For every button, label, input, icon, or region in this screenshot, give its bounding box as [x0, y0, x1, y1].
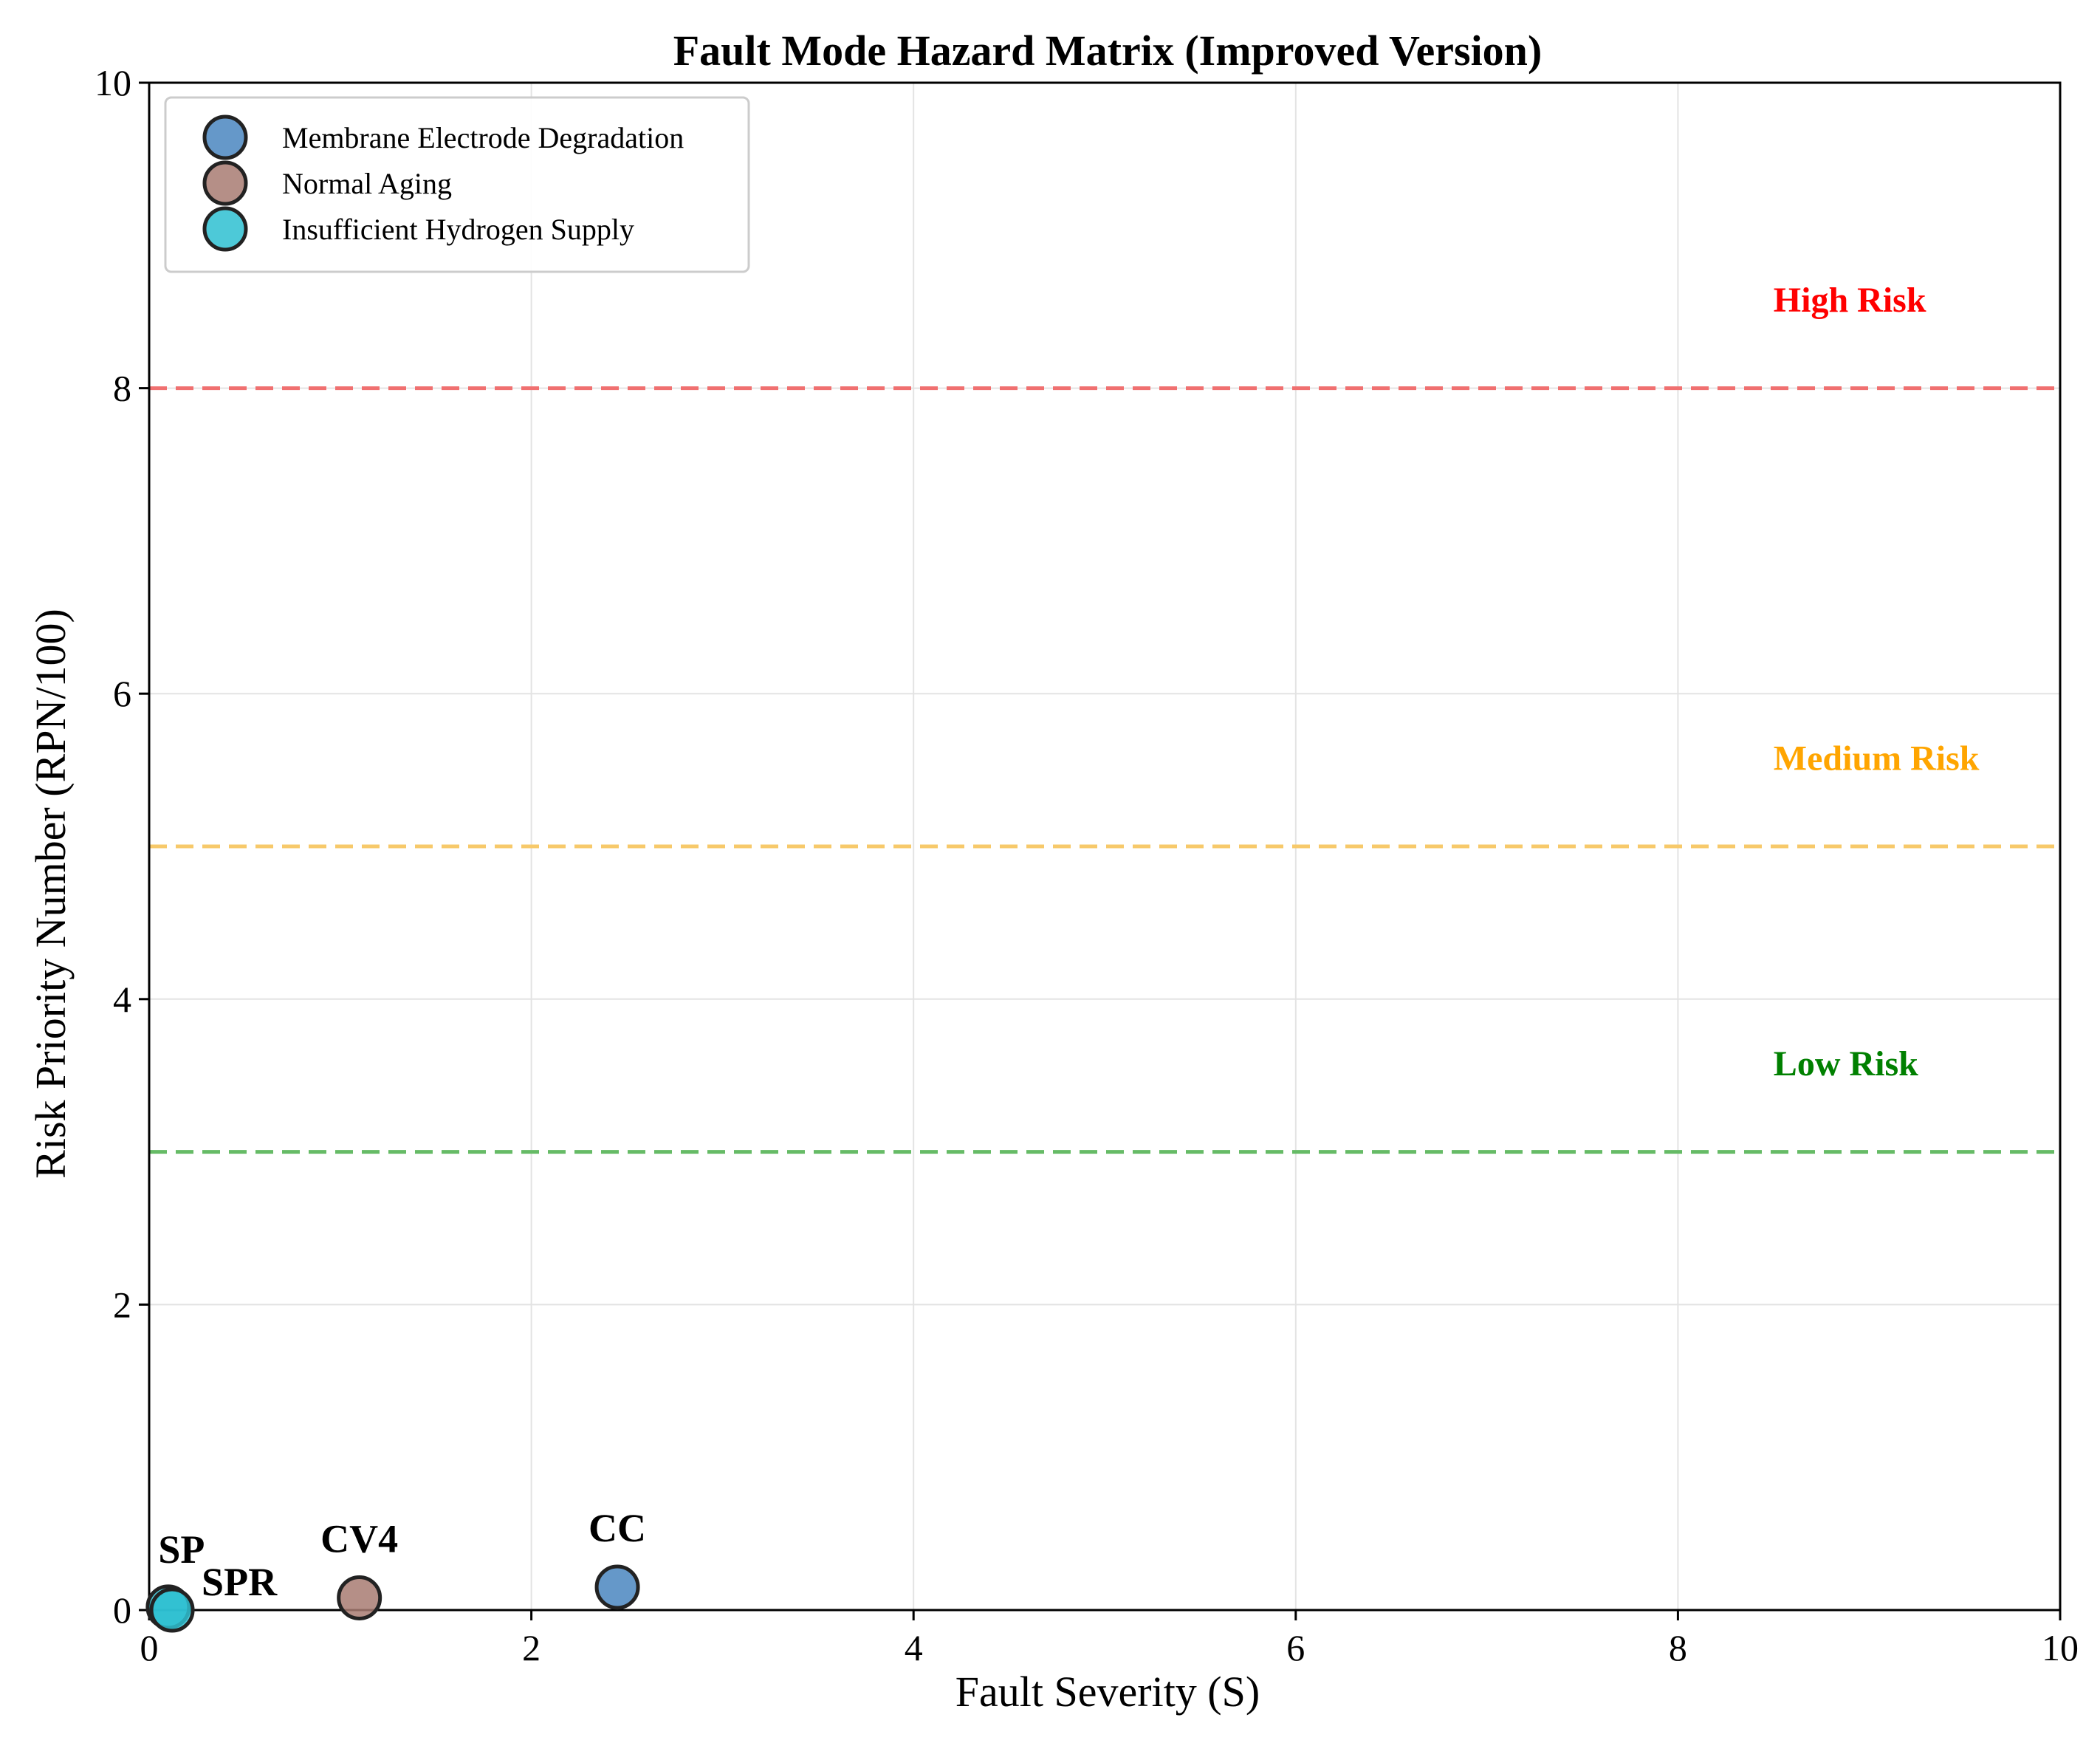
- legend-box: [164, 96, 750, 273]
- legend: Membrane Electrode Degradation Normal Agi…: [164, 96, 750, 273]
- data-point: [337, 1575, 382, 1620]
- legend-marker: [202, 114, 248, 160]
- x-tick-label: 0: [140, 1627, 159, 1668]
- data-point: [594, 1564, 640, 1610]
- y-tick-label: 2: [113, 1284, 131, 1325]
- x-axis-label: Fault Severity (S): [955, 1668, 1260, 1716]
- point-label: CV4: [320, 1516, 398, 1561]
- x-tick-label: 8: [1669, 1627, 1687, 1668]
- legend-label: Normal Aging: [282, 167, 452, 200]
- y-tick-label: 6: [113, 673, 131, 714]
- x-tick-label: 4: [905, 1627, 923, 1668]
- point-label: SP: [158, 1527, 205, 1572]
- legend-label: Insufficient Hydrogen Supply: [282, 213, 634, 246]
- x-tick-label: 6: [1286, 1627, 1305, 1668]
- legend-label: Membrane Electrode Degradation: [282, 121, 684, 154]
- zone-label: Medium Risk: [1774, 739, 1980, 778]
- zone-label: Low Risk: [1774, 1044, 1918, 1083]
- risk-threshold-lines: High Risk Medium Risk Low Risk: [149, 281, 2060, 1154]
- plot-frame: [148, 81, 2062, 1612]
- point-label: SPR: [202, 1560, 278, 1604]
- y-tick-label: 8: [113, 368, 131, 409]
- chart-title: Fault Mode Hazard Matrix (Improved Versi…: [673, 27, 1543, 75]
- legend-marker: [202, 160, 248, 206]
- zone-label: High Risk: [1774, 281, 1926, 320]
- x-tick-label: 10: [2042, 1627, 2079, 1668]
- legend-marker: [202, 206, 248, 252]
- data-point: [149, 1587, 195, 1633]
- y-axis-label: Risk Priority Number (RPN/100): [27, 609, 75, 1179]
- axis-ticks: 0 2 4 6 8 10 0 2 4 6 8 10: [95, 62, 2079, 1668]
- y-tick-label: 10: [95, 62, 131, 103]
- x-tick-label: 2: [522, 1627, 541, 1668]
- y-tick-label: 4: [113, 979, 131, 1020]
- y-tick-label: 0: [113, 1589, 131, 1631]
- point-label: CC: [589, 1506, 646, 1550]
